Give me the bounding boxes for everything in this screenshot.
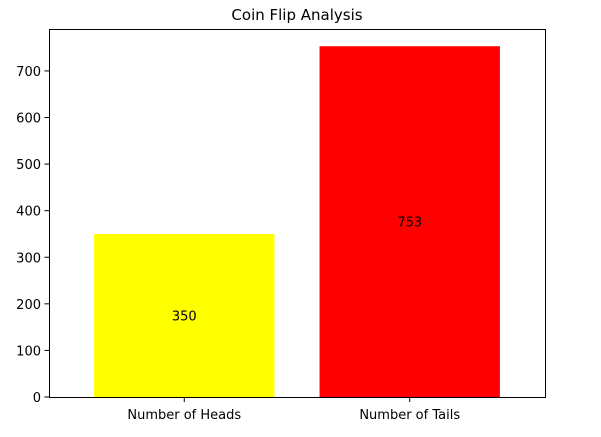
plot-frame (49, 29, 546, 398)
bar-1 (319, 46, 500, 397)
x-axis: Number of Heads Number of Tails (127, 397, 460, 423)
x-tick-label: Number of Tails (359, 408, 460, 423)
y-tick-label: 600 (16, 112, 41, 127)
bar-labels-layer: 350 753 (172, 216, 422, 325)
bar-value-label: 753 (397, 216, 422, 231)
y-tick-label: 100 (16, 344, 41, 359)
y-tick-label: 400 (16, 205, 41, 220)
x-tick-label: Number of Heads (127, 408, 241, 423)
y-tick-label: 0 (33, 391, 41, 406)
y-tick-label: 300 (16, 251, 41, 266)
bars-layer (94, 46, 500, 397)
y-tick-label: 200 (16, 298, 41, 313)
y-tick-label: 700 (16, 65, 41, 80)
bar-0 (94, 233, 275, 397)
y-axis: 0 100 200 300 400 500 600 700 (16, 65, 50, 406)
y-tick-label: 500 (16, 158, 41, 173)
bar-value-label: 350 (172, 309, 197, 324)
chart-title: Coin Flip Analysis (231, 6, 362, 24)
